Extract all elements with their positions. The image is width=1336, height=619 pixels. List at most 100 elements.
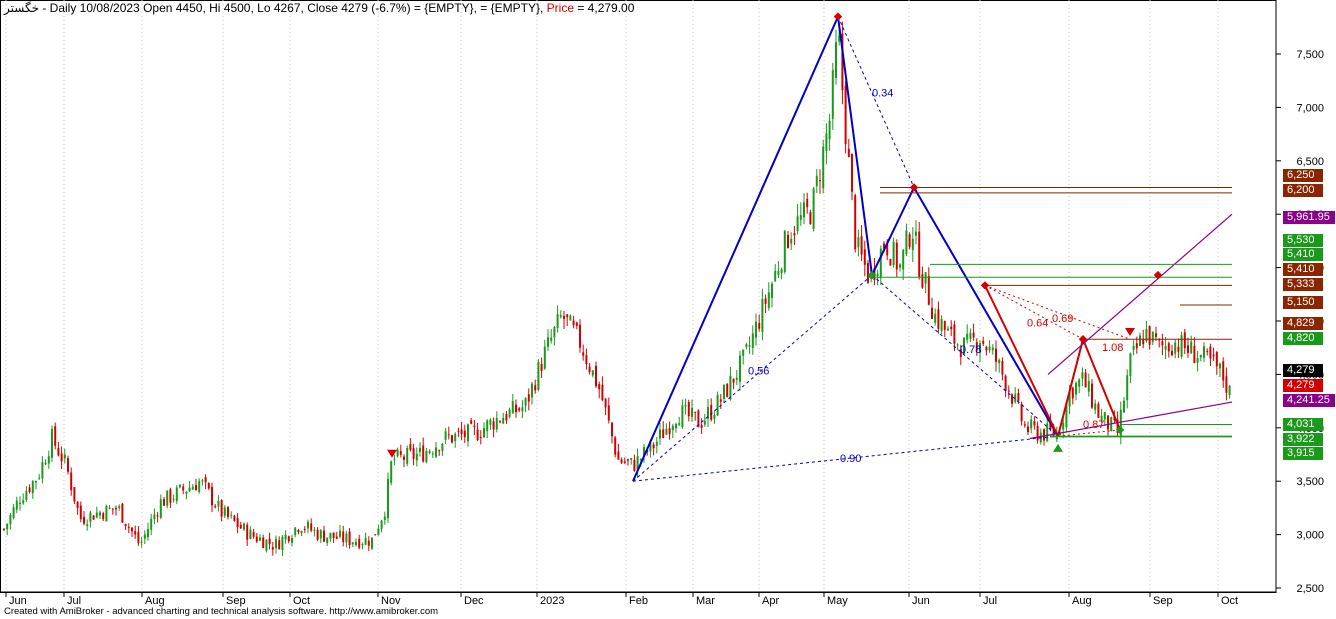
candle-body [934,313,937,323]
candle-body [377,528,380,535]
candle-body [649,440,652,452]
candle-body [1014,394,1017,402]
candle-body [86,524,89,526]
candle-body [6,523,9,530]
sub-pattern-diag-3 [1057,429,1121,437]
candle-body [118,506,121,509]
candle-body [911,238,914,250]
candle-body [956,344,959,346]
candle-body [1135,343,1138,349]
candle-body [908,234,911,248]
sell-arrow [387,449,397,458]
candle-body [591,370,594,376]
candle-body [1001,360,1004,375]
candle-body [476,429,479,441]
candle-body [780,269,783,273]
y-tick-label: 3,500 [1296,476,1324,488]
candle-body [1215,352,1218,367]
footer-credit: Created with AmiBroker - advanced charti… [4,606,439,617]
candle-body [188,487,191,492]
candle-body [876,273,879,277]
candle-body [927,275,930,305]
candle-body [511,401,514,414]
x-tick-label: Aug [1072,595,1092,607]
candle-body [1103,412,1106,420]
x-tick-label: Jul [983,595,997,607]
candle-body [1036,425,1039,441]
candle-body [271,547,274,550]
pattern-leg-xa [632,16,839,482]
candle-body [1100,415,1103,421]
candle-body [783,231,786,272]
candle-body [595,365,597,387]
candle-body [252,531,255,537]
candle-body [524,398,527,406]
price-level-label: 4,031 [1283,418,1323,431]
candle-body [739,355,741,382]
candle-body [150,518,153,530]
candle-body [457,430,460,432]
candle-body [1027,426,1029,433]
candle-body [143,534,146,539]
price-level-label: 6,250 [1283,169,1323,182]
candle-body [1193,345,1196,364]
candle-body [915,231,917,236]
candle-body [1065,402,1068,428]
candle-body [723,384,725,399]
candle-body [191,486,194,490]
candle-body [463,430,466,438]
candle-body [979,343,981,353]
candle-body [422,445,425,462]
candle-body [220,500,223,517]
candle-body [281,536,284,551]
candle-body [105,505,108,522]
candle-body [387,479,389,518]
candle-body [57,447,60,456]
candle-body [921,274,924,288]
candle-body [163,499,165,506]
candle-body [259,537,261,541]
candle-body [953,324,956,344]
pivot-high-marker [909,183,919,192]
candle-body [265,539,268,551]
candle-body [54,426,57,446]
candle-body [169,489,172,503]
candle-body [611,422,613,437]
pivot-high-marker [833,12,843,21]
candle-body [198,480,201,492]
candle-body [985,346,988,351]
price-level-label: 4,241.25 [1283,394,1335,407]
candle-body [361,544,364,546]
candle-body [579,324,581,348]
candle-body [412,448,415,459]
candle-body [588,366,591,372]
candle-body [972,332,975,338]
candle-body [179,484,181,488]
candle-body [239,524,242,529]
ratio-annotation: 0.69 [1052,313,1073,325]
candle-body [1043,429,1045,441]
y-tick-label: 3,000 [1296,530,1324,542]
candle-body [217,500,220,507]
pivot-low-marker [867,270,877,280]
candle-body [207,482,210,489]
candle-body [1190,341,1193,354]
x-tick-label: 2023 [540,595,564,607]
candle-body [76,501,79,508]
candle-body [1030,419,1033,429]
sub-pattern-leg-3 [1082,338,1121,431]
candle-body [947,328,949,331]
candle-body [620,459,623,463]
candle-body [223,507,226,516]
candle-body [294,527,297,536]
candle-body [803,202,805,218]
x-tick-label: Feb [629,595,648,607]
candle-body [735,377,738,380]
candle-body [697,410,700,428]
candle-body [89,512,92,522]
sub-pattern-leg-2 [1057,339,1084,437]
price-level-label: 4,279 [1283,379,1323,392]
candle-body [732,378,735,383]
x-tick-label: Dec [464,595,484,607]
